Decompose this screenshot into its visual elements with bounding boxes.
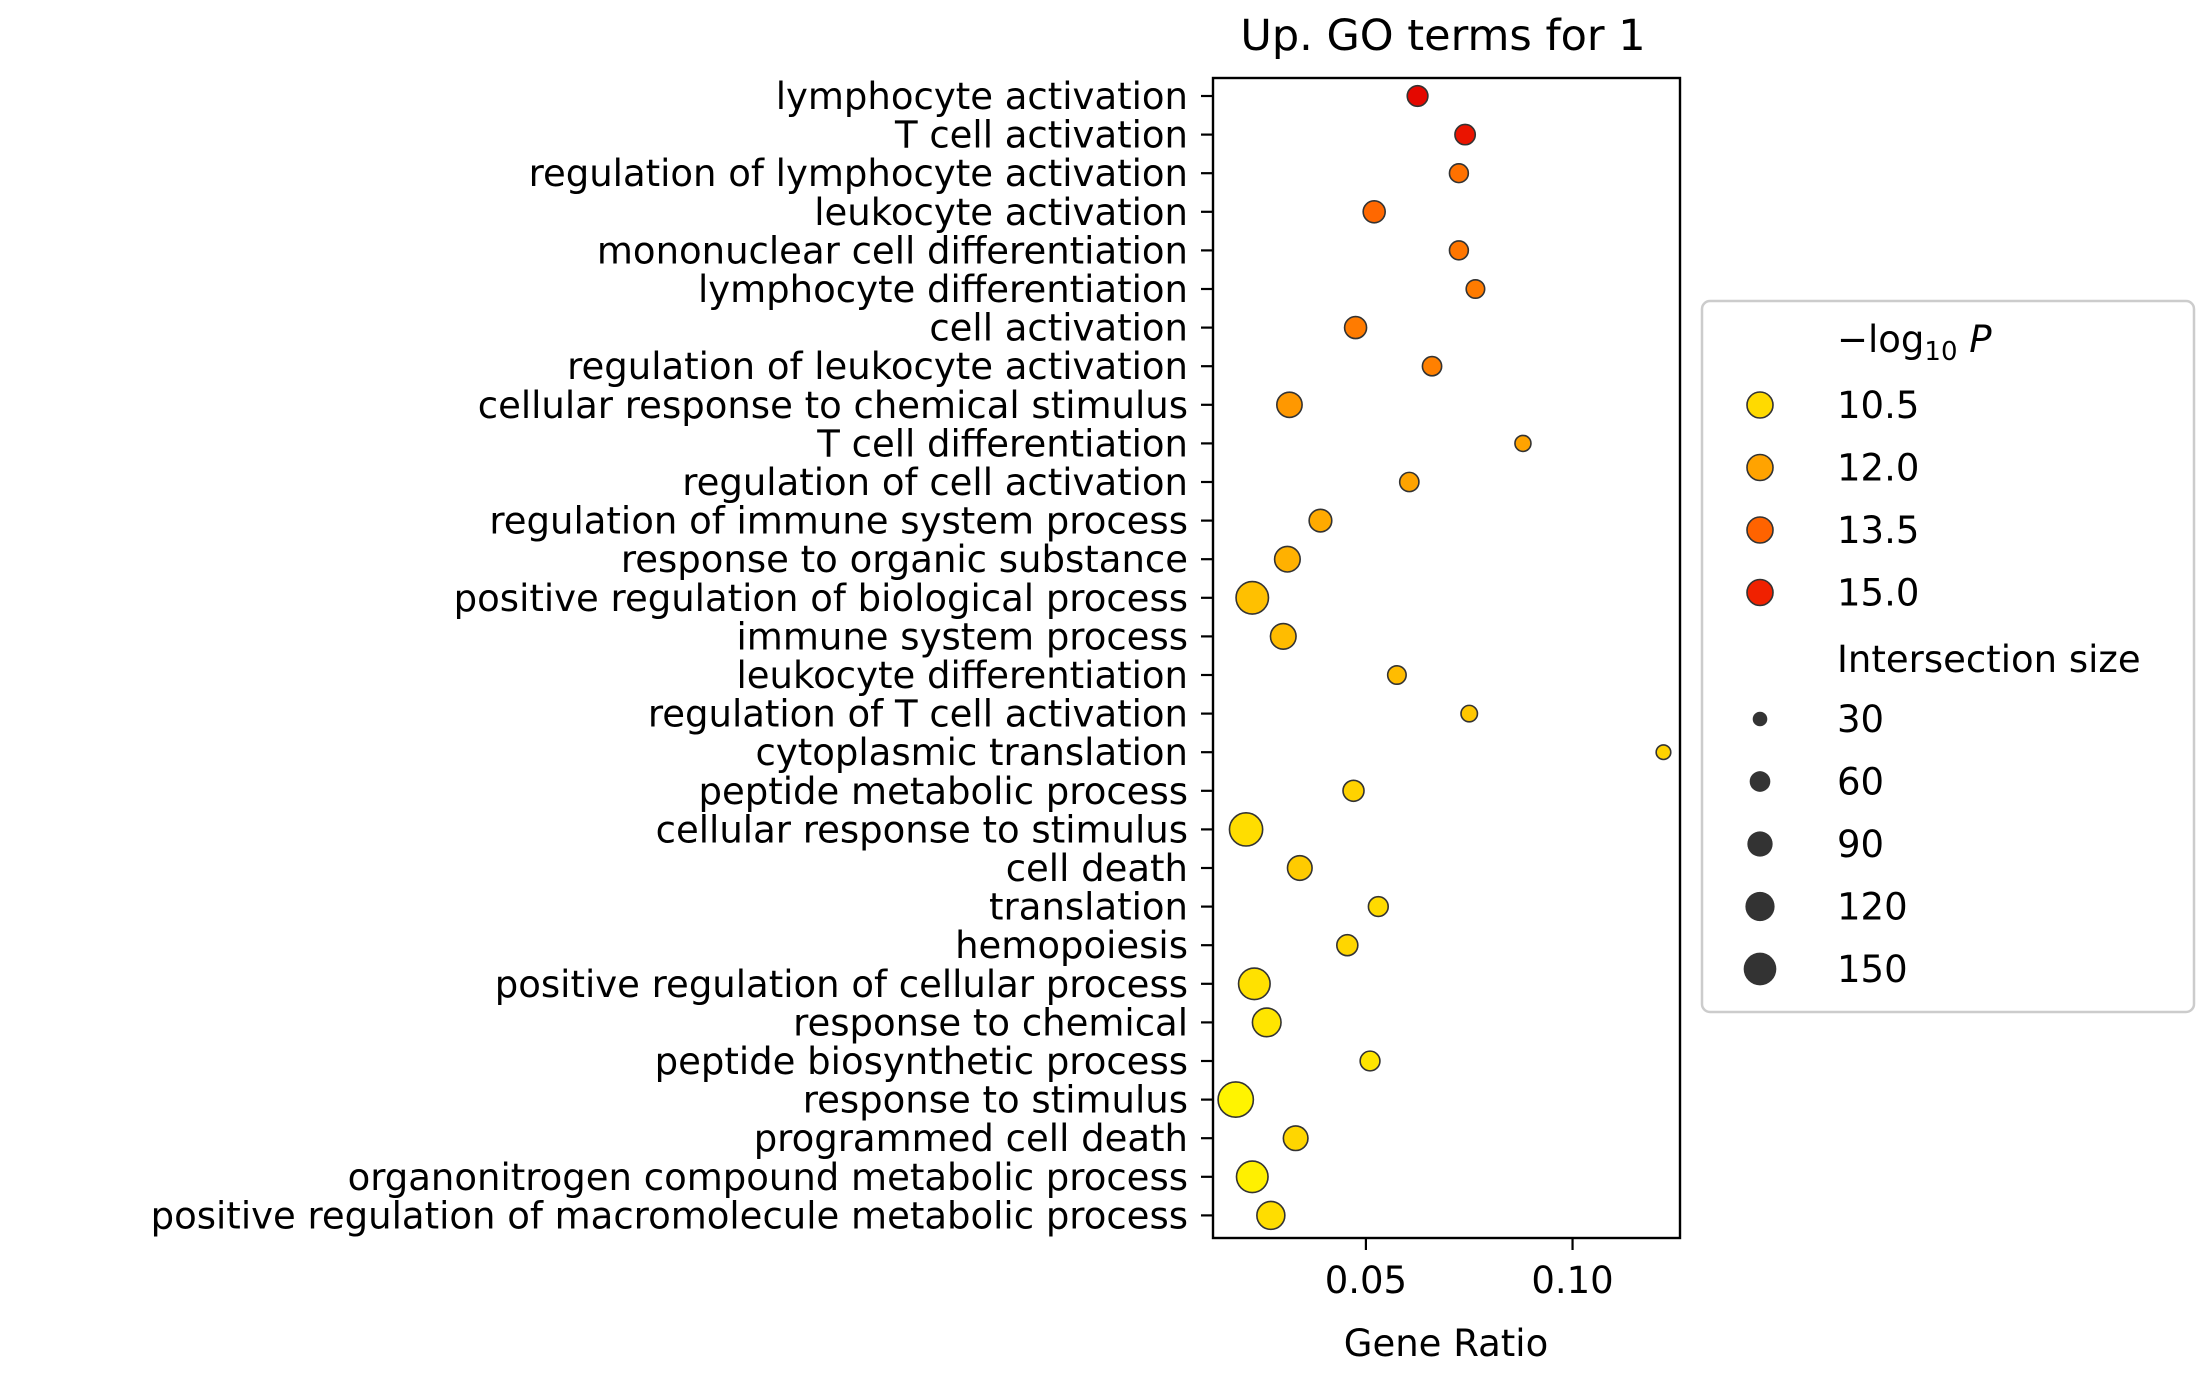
data-point — [1655, 744, 1672, 761]
legend-size-marker — [1745, 891, 1775, 922]
y-tick-label: regulation of immune system process — [489, 500, 1188, 543]
data-point — [1421, 355, 1443, 377]
data-point — [1406, 84, 1429, 108]
data-point — [1235, 1160, 1269, 1194]
legend: −log10 P 10.5 12.0 13.5 15.0 Intersection s… — [1700, 299, 2196, 1014]
y-tick-label: mononuclear cell differentiation — [597, 229, 1188, 272]
y-tick-label: peptide biosynthetic process — [655, 1040, 1188, 1083]
legend-size-marker — [1749, 771, 1771, 792]
y-tick-label: peptide metabolic process — [699, 770, 1189, 813]
data-point — [1362, 200, 1386, 224]
y-tick-label: cell death — [1006, 847, 1188, 890]
data-point — [1367, 895, 1389, 918]
legend-size-marker — [1743, 952, 1777, 986]
y-tick-label: translation — [989, 886, 1188, 929]
y-tick-label: positive regulation of cellular process — [495, 963, 1188, 1006]
legend-frame — [1700, 299, 2196, 1014]
legend-color-label: 13.5 — [1837, 509, 1919, 552]
legend-size-label: 60 — [1837, 761, 1884, 804]
legend-size-marker — [1747, 831, 1773, 857]
data-point — [1342, 779, 1365, 803]
legend-color-title: −log10 P — [1837, 318, 1992, 367]
chart-title: Up. GO terms for 1 — [1240, 11, 1645, 61]
x-axis-label: Gene Ratio — [1344, 1322, 1548, 1365]
y-tick-label: programmed cell death — [754, 1117, 1188, 1160]
data-point — [1273, 545, 1301, 573]
y-tick-label: immune system process — [737, 615, 1189, 658]
legend-color-entries: 10.5 12.0 13.5 15.0 — [1746, 384, 1919, 615]
y-tick-label: regulation of T cell activation — [648, 693, 1188, 736]
data-point — [1454, 123, 1477, 146]
y-tick-label: response to stimulus — [803, 1079, 1188, 1122]
data-point — [1514, 434, 1532, 453]
legend-size-marker — [1752, 711, 1768, 727]
data-point — [1286, 854, 1313, 882]
data-point — [1359, 1050, 1381, 1072]
legend-color-marker — [1746, 453, 1774, 482]
y-tick-label: cellular response to chemical stimulus — [478, 384, 1188, 427]
legend-color-marker — [1746, 391, 1774, 419]
y-tick-label: cell activation — [929, 307, 1188, 350]
x-tick-label: 0.10 — [1531, 1259, 1613, 1302]
data-point — [1386, 664, 1407, 686]
data-point — [1398, 471, 1420, 493]
x-tick-label: 0.05 — [1325, 1259, 1407, 1302]
y-tick-label: regulation of cell activation — [682, 461, 1188, 504]
y-tick-label: positive regulation of biological proces… — [454, 577, 1188, 620]
y-tick-label: hemopoiesis — [955, 924, 1188, 967]
y-tick-label: response to chemical — [793, 1001, 1188, 1044]
data-point — [1251, 1007, 1282, 1038]
data-point — [1235, 580, 1270, 615]
legend-color-marker — [1746, 516, 1774, 544]
data-point — [1343, 315, 1368, 340]
y-tick-label: leukocyte differentiation — [737, 654, 1188, 697]
data-point — [1465, 278, 1486, 300]
y-tick-label: lymphocyte differentiation — [698, 268, 1188, 311]
legend-color-label: 12.0 — [1837, 447, 1919, 490]
legend-size-title: Intersection size — [1837, 638, 2141, 681]
data-point — [1256, 1200, 1286, 1231]
legend-size-label: 30 — [1837, 698, 1884, 741]
legend-size-label: 90 — [1837, 823, 1884, 866]
data-point — [1237, 967, 1271, 1001]
y-tick-label: regulation of lymphocyte activation — [529, 152, 1188, 195]
legend-size-label: 120 — [1837, 886, 1908, 929]
data-point — [1228, 812, 1264, 847]
data-point — [1217, 1081, 1255, 1119]
data-point — [1282, 1125, 1309, 1152]
data-point — [1448, 240, 1470, 261]
plot-area-frame — [1211, 76, 1682, 1240]
data-point — [1308, 508, 1333, 533]
legend-color-label: 15.0 — [1837, 572, 1919, 615]
legend-size-entries: 30 60 90 120 150 — [1743, 698, 1908, 991]
y-tick-label: positive regulation of macromolecule met… — [151, 1194, 1188, 1237]
data-points — [1217, 84, 1672, 1231]
y-tick-label: T cell activation — [894, 114, 1188, 157]
y-tick-label: T cell differentiation — [816, 422, 1188, 465]
y-tick-label: regulation of leukocyte activation — [567, 345, 1188, 388]
y-tick-label: cytoplasmic translation — [756, 731, 1188, 774]
x-axis: 0.05 0.10 — [1325, 1238, 1614, 1302]
data-point — [1336, 933, 1359, 957]
data-point — [1276, 391, 1303, 419]
data-point — [1269, 622, 1297, 650]
data-point — [1460, 704, 1479, 723]
y-tick-label: organonitrogen compound metabolic proces… — [348, 1156, 1188, 1199]
y-tick-label: leukocyte activation — [814, 191, 1188, 234]
y-tick-label: lymphocyte activation — [776, 75, 1188, 118]
y-tick-label: response to organic substance — [621, 538, 1188, 581]
data-point — [1448, 162, 1470, 184]
legend-color-marker — [1746, 578, 1774, 607]
y-tick-label: cellular response to stimulus — [656, 808, 1188, 851]
legend-color-label: 10.5 — [1837, 384, 1919, 427]
legend-size-label: 150 — [1837, 948, 1908, 991]
